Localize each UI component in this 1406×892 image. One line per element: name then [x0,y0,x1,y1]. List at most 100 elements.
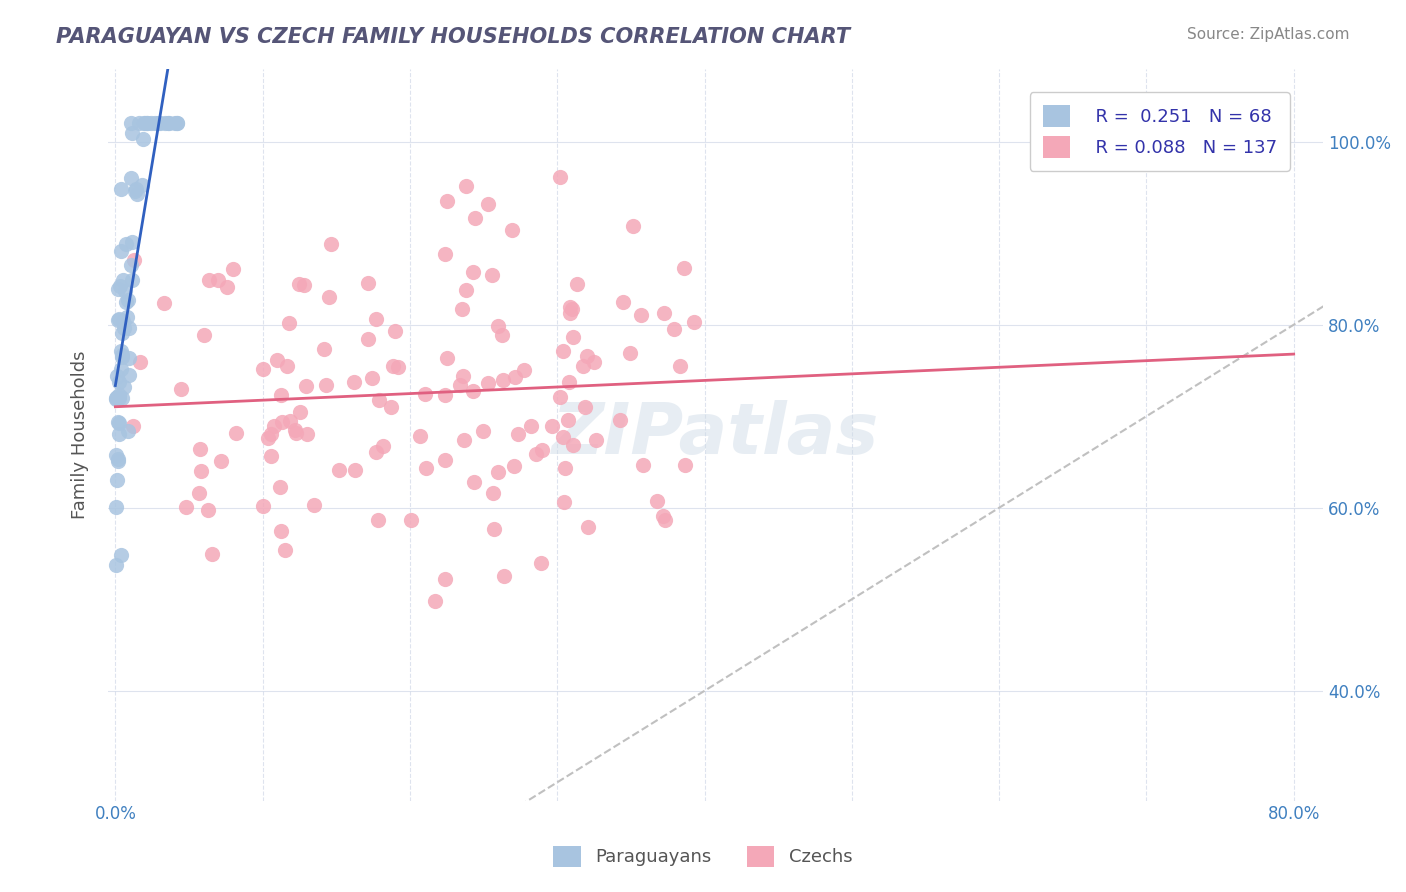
Czechs [409,429,432,443]
Czechs [506,427,529,442]
Paraguayans [111,326,134,340]
Paraguayans [135,116,157,130]
Czechs [252,499,274,513]
Czechs [471,424,494,438]
Czechs [357,276,380,290]
Paraguayans [105,390,128,404]
Czechs [609,413,631,427]
Czechs [373,440,395,454]
Czechs [557,413,579,427]
Czechs [381,359,404,374]
Paraguayans [105,392,128,406]
Czechs [436,351,458,365]
Czechs [319,237,342,252]
Czechs [328,463,350,477]
Czechs [491,327,513,342]
Czechs [434,247,457,261]
Czechs [583,355,606,369]
Paraguayans [107,426,129,441]
Czechs [461,265,484,279]
Paraguayans [110,343,132,358]
Paraguayans [166,116,188,130]
Paraguayans [115,295,138,310]
Czechs [550,390,572,404]
Czechs [530,556,553,570]
Paraguayans [108,392,131,406]
Paraguayans [110,362,132,376]
Czechs [434,452,457,467]
Czechs [494,569,516,583]
Czechs [492,374,515,388]
Czechs [276,359,298,373]
Czechs [193,328,215,343]
Czechs [652,306,675,320]
Czechs [153,295,176,310]
Czechs [364,312,387,326]
Czechs [451,369,474,384]
Paraguayans [105,368,128,383]
Paraguayans [105,473,128,487]
Paraguayans [136,116,159,130]
Czechs [312,342,335,356]
Czechs [207,273,229,287]
Czechs [380,400,402,414]
Paraguayans [125,182,148,196]
Czechs [461,384,484,398]
Paraguayans [108,279,131,293]
Paraguayans [124,184,146,198]
Paraguayans [110,548,132,562]
Paraguayans [112,380,135,394]
Czechs [344,463,367,477]
Paraguayans [134,116,156,130]
Paraguayans [131,131,153,145]
Czechs [433,388,456,402]
Czechs [464,211,486,225]
Czechs [215,279,238,293]
Czechs [631,458,654,473]
Czechs [295,379,318,393]
Czechs [270,388,292,402]
Paraguayans [121,170,143,185]
Czechs [415,460,437,475]
Paraguayans [107,282,129,296]
Czechs [561,301,583,316]
Czechs [197,503,219,517]
Paraguayans [111,350,134,364]
Czechs [302,498,325,512]
Czechs [554,461,576,475]
Czechs [562,330,585,344]
Paraguayans [157,116,180,130]
Paraguayans [118,368,141,382]
Czechs [128,355,150,369]
Czechs [503,458,526,473]
Czechs [645,494,668,508]
Czechs [252,362,274,376]
Czechs [415,387,437,401]
Czechs [356,332,378,346]
Legend:   R =  0.251   N = 68,   R = 0.088   N = 137: R = 0.251 N = 68, R = 0.088 N = 137 [1029,92,1289,170]
Czechs [257,431,280,445]
Czechs [585,433,607,447]
Czechs [315,378,337,392]
Paraguayans [105,448,128,462]
Paraguayans [131,178,153,192]
Czechs [266,352,288,367]
Czechs [562,437,585,451]
Paraguayans [107,452,129,467]
Czechs [174,500,197,515]
Paraguayans [117,293,139,307]
Paraguayans [117,321,139,335]
Paraguayans [120,116,142,130]
Paraguayans [110,244,132,258]
Paraguayans [146,116,169,130]
Czechs [530,443,553,458]
Paraguayans [132,116,155,130]
Czechs [454,283,477,297]
Czechs [270,415,292,429]
Czechs [399,513,422,527]
Paraguayans [117,310,139,325]
Czechs [669,359,692,373]
Text: PARAGUAYAN VS CZECH FAMILY HOUSEHOLDS CORRELATION CHART: PARAGUAYAN VS CZECH FAMILY HOUSEHOLDS CO… [56,27,851,46]
Czechs [477,196,499,211]
Czechs [553,495,575,509]
